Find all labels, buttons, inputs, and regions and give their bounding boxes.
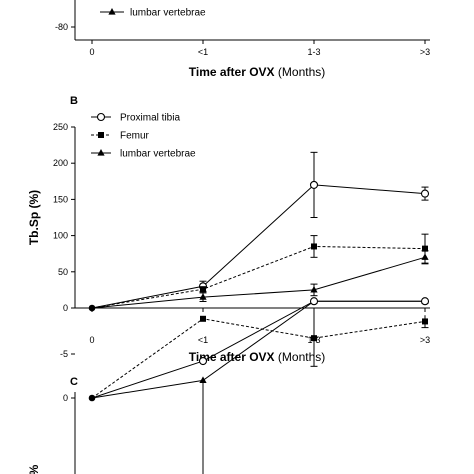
panel-c-y-tick-label: -5 <box>60 349 68 359</box>
panel-b-point-lumbar-vertebrae <box>310 285 318 293</box>
panel-b-point-origin <box>88 304 96 312</box>
panel-b-point-lumbar-vertebrae <box>421 253 429 260</box>
panel-a-x-tick-label: >3 <box>420 47 430 57</box>
panel-b-x-label-unit: (Months) <box>278 350 325 364</box>
panel-c-point-femur <box>422 318 428 325</box>
panel-a-x-tick-label: <1 <box>198 47 208 57</box>
panel-b-legend-marker-proximal-tibia <box>96 112 106 122</box>
panel-b-legend-marker-femur <box>98 132 104 138</box>
panel-a-x-label-main: Time after OVX <box>189 65 278 79</box>
panel-b-x-tick-label: >3 <box>420 335 430 345</box>
panel-b-point-femur <box>311 243 317 250</box>
panel-b-x-tick-label: <1 <box>198 335 208 345</box>
panel-b-y-label: Tb.Sp (%) <box>27 190 41 245</box>
panel-b-legend-label-femur: Femur <box>120 131 150 142</box>
panel-b-x-tick-label: 0 <box>89 335 94 345</box>
panel-b-legend-label-lumbar-vertebrae: lumbar vertebrae <box>120 149 196 160</box>
panel-b-legend-marker-lumbar-vertebrae <box>97 149 105 156</box>
panel-c-series-line-proximal-tibia <box>91 300 425 399</box>
panel-a-x-tick-label: 0 <box>89 47 94 57</box>
panel-b-series-line-femur <box>91 245 426 309</box>
panel-a-x-label-unit: (Months) <box>278 65 325 79</box>
panel-c-series-line-femur <box>91 318 426 399</box>
panel-a-legend-marker <box>108 8 116 15</box>
panel-c-point-proximal-tibia <box>198 356 208 366</box>
panel-b-y-tick-label: 200 <box>53 158 68 168</box>
panel-b-letter: B <box>70 95 78 107</box>
panel-b-legend-label-proximal-tibia: Proximal tibia <box>120 113 180 124</box>
panel-c-y-label: % <box>27 464 41 474</box>
panel-a-y-tick-label: -80 <box>55 22 68 32</box>
panel-b-series-line-proximal-tibia <box>91 184 426 309</box>
panel-a-x-tick-label: 1-3 <box>307 47 320 57</box>
panel-b-point-proximal-tibia <box>420 189 430 198</box>
panel-b-point-femur <box>422 245 428 252</box>
panel-b-x-label-main: Time after OVX <box>189 350 278 364</box>
panel-b-series-line-lumbar-vertebrae <box>91 256 426 309</box>
panel-a: -80 0 <1 1-3 >3 lumbar vertebrae Time after OV… <box>55 0 430 79</box>
panel-c-point-lumbar-vertebrae <box>199 376 207 383</box>
panel-c-point-proximal-tibia <box>309 297 319 306</box>
panel-c-y-tick-label: 0 <box>63 393 68 403</box>
panel-c: C0-5% <box>27 297 430 474</box>
panel-b-point-lumbar-vertebrae <box>199 293 207 300</box>
panel-b-x-label: Time after OVX (Months) <box>189 350 326 364</box>
panel-b-y-tick-label: 0 <box>63 303 68 313</box>
panel-c-point-origin <box>88 394 96 402</box>
panel-b-y-tick-label: 150 <box>53 194 68 204</box>
panel-a-legend-label: lumbar vertebrae <box>130 8 206 19</box>
panel-b-y-tick-label: 100 <box>53 231 68 241</box>
panel-c-point-femur <box>311 335 317 342</box>
panel-c-letter: C <box>70 376 78 388</box>
panel-b-y-tick-label: 50 <box>58 267 68 277</box>
panel-c-point-femur <box>200 315 206 322</box>
panel-a-x-label: Time after OVX (Months) <box>189 65 326 79</box>
panel-b-y-tick-label: 250 <box>53 122 68 132</box>
panel-b-point-proximal-tibia <box>309 180 319 189</box>
panel-c-point-proximal-tibia <box>420 297 430 306</box>
panel-b-point-femur <box>200 286 206 293</box>
